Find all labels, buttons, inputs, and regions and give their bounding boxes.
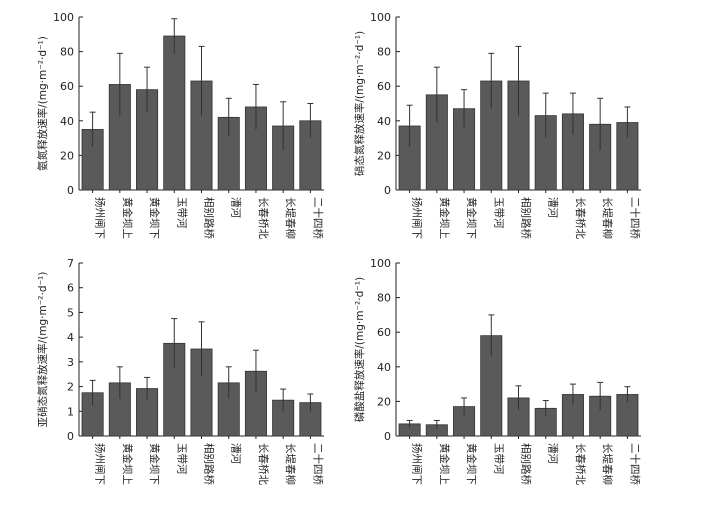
y-tick-label: 6 — [67, 282, 74, 295]
y-tick-label: 1 — [67, 405, 74, 418]
x-category-label: 黄金坝下 — [465, 443, 478, 485]
y-tick-label: 5 — [67, 306, 74, 319]
x-category-label: 黄金坝上 — [438, 197, 451, 239]
x-category-label: 漕河 — [230, 443, 243, 464]
x-category-label: 相别路桥 — [520, 443, 533, 485]
x-category-label: 长春桥北 — [574, 197, 586, 239]
x-category-label: 玉带河 — [492, 443, 504, 475]
y-tick-label: 7 — [67, 257, 74, 270]
y-tick-label: 60 — [377, 80, 391, 93]
bar — [163, 35, 186, 191]
x-category-label: 长春桥北 — [257, 443, 269, 485]
y-tick-label: 40 — [60, 115, 74, 128]
y-axis-title: 磷酸盐释放速率/(mg·m⁻²·d⁻¹) — [353, 277, 366, 422]
y-tick-label: 20 — [60, 149, 74, 162]
x-category-label: 二十四桥 — [628, 197, 641, 239]
x-category-label: 长春桥北 — [257, 197, 269, 239]
x-category-label: 黄金坝下 — [465, 197, 478, 239]
x-category-label: 扬州闸下 — [411, 443, 424, 485]
y-tick-label: 40 — [377, 115, 391, 128]
x-category-label: 长堤春柳 — [284, 197, 297, 239]
x-category-label: 长春桥北 — [574, 443, 586, 485]
x-category-label: 扬州闸下 — [94, 443, 107, 485]
y-tick-label: 60 — [60, 80, 74, 93]
y-tick-label: 20 — [377, 149, 391, 162]
y-axis-title: 硝态氮释放速率/(mg·m⁻²·d⁻¹) — [353, 31, 366, 176]
x-category-label: 黄金坝上 — [121, 197, 134, 239]
y-axis-title: 亚硝态氮释放速率/(mg·m⁻²·d⁻¹) — [36, 272, 49, 428]
y-tick-label: 0 — [67, 430, 74, 443]
x-category-label: 扬州闸下 — [94, 197, 107, 239]
x-category-label: 玉带河 — [175, 443, 187, 475]
x-category-label: 黄金坝上 — [438, 443, 451, 485]
y-tick-label: 80 — [377, 292, 391, 305]
x-category-label: 长堤春柳 — [601, 197, 614, 239]
y-tick-label: 60 — [377, 326, 391, 339]
y-axis-title: 氨氮释放速率/(mg·m⁻²·d⁻¹) — [36, 36, 49, 171]
x-category-label: 黄金坝上 — [121, 443, 134, 485]
x-category-label: 黄金坝下 — [148, 197, 161, 239]
y-tick-label: 3 — [67, 356, 74, 369]
x-category-label: 二十四桥 — [311, 443, 324, 485]
y-tick-label: 0 — [67, 184, 74, 197]
x-category-label: 扬州闸下 — [411, 197, 424, 239]
y-tick-label: 80 — [60, 46, 74, 59]
y-tick-label: 100 — [370, 11, 391, 24]
x-category-label: 玉带河 — [492, 197, 504, 229]
x-category-label: 相别路桥 — [203, 443, 216, 485]
x-category-label: 相别路桥 — [520, 197, 533, 239]
x-category-label: 漕河 — [230, 197, 243, 218]
x-category-label: 长堤春柳 — [601, 443, 614, 485]
x-category-label: 漕河 — [547, 443, 560, 464]
y-tick-label: 40 — [377, 361, 391, 374]
y-tick-label: 0 — [384, 184, 391, 197]
y-tick-label: 2 — [67, 381, 74, 394]
y-tick-label: 100 — [370, 257, 391, 270]
chart-phosphate-release-rate: 0 20 40 60 80 100 磷酸盐释放速率/(mg·m⁻²·d⁻¹) 扬州闸下 黄金坝上… — [353, 257, 641, 485]
y-tick-label: 0 — [384, 430, 391, 443]
x-category-label: 漕河 — [547, 197, 560, 218]
x-category-label: 长堤春柳 — [284, 443, 297, 485]
x-category-label: 相别路桥 — [203, 197, 216, 239]
x-category-label: 二十四桥 — [628, 443, 641, 485]
x-category-label: 黄金坝下 — [148, 443, 161, 485]
y-tick-label: 100 — [53, 11, 74, 24]
y-tick-label: 20 — [377, 395, 391, 408]
x-category-label: 玉带河 — [175, 197, 187, 229]
x-category-label: 二十四桥 — [311, 197, 324, 239]
y-tick-label: 80 — [377, 46, 391, 59]
y-tick-label: 4 — [67, 331, 74, 344]
chart-nitrite-release-rate: 0 1 2 3 4 5 6 7 亚硝态氮释放速率/(mg·m⁻²·d⁻¹) 扬州闸下 黄金坝上 黄金坝… — [36, 257, 324, 485]
chart-ammonia-release-rate: 0 20 40 60 80 100 氨氮释放速率/(mg·m⁻²·d⁻¹) 扬州闸下 黄金坝上 黄… — [36, 11, 324, 239]
chart-nitrate-release-rate: 0 20 40 60 80 100 硝态氮释放速率/(mg·m⁻²·d⁻¹) 扬州闸下 黄金坝上… — [353, 11, 641, 239]
